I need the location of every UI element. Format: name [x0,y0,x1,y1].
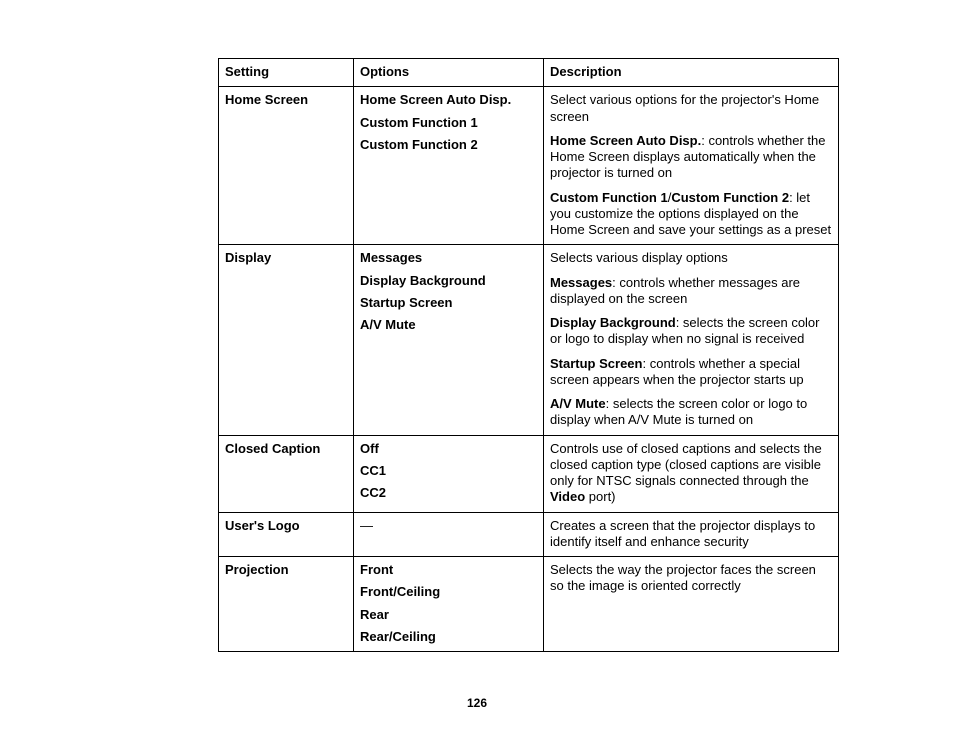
description-text: Creates a screen that the projector disp… [550,518,815,549]
description-text: Custom Function 2 [671,190,789,205]
description-block: A/V Mute: selects the screen color or lo… [550,396,832,429]
setting-cell: User's Logo [219,512,354,557]
description-text: Selects the way the projector faces the … [550,562,816,593]
setting-cell: Projection [219,557,354,652]
option-item: CC1 [360,463,537,479]
options-cell: Front Front/Ceiling Rear Rear/Ceiling [354,557,544,652]
options-cell: Messages Display Background Startup Screen… [354,245,544,435]
description-cell: Selects various display options Messages:… [544,245,839,435]
options-cell: Off CC1 CC2 [354,435,544,512]
option-item: Display Background [360,273,537,289]
description-block: Display Background: selects the screen c… [550,315,832,348]
description-text: port) [585,489,615,504]
description-cell: Select various options for the projector… [544,87,839,245]
description-block: Controls use of closed captions and sele… [550,441,832,506]
page-number: 126 [0,696,954,710]
description-block: Home Screen Auto Disp.: controls whether… [550,133,832,182]
col-header-description: Description [544,59,839,87]
description-block: Creates a screen that the projector disp… [550,518,832,551]
option-item: CC2 [360,485,537,501]
description-text: Select various options for the projector… [550,92,819,123]
col-header-setting: Setting [219,59,354,87]
description-cell: Controls use of closed captions and sele… [544,435,839,512]
option-item: A/V Mute [360,317,537,333]
description-text: Video [550,489,585,504]
settings-table: Setting Options Description Home ScreenH… [218,58,839,652]
option-item: Rear [360,607,537,623]
option-item: Custom Function 2 [360,137,537,153]
description-text: Startup Screen [550,356,642,371]
option-item: Messages [360,250,537,266]
description-text: Controls use of closed captions and sele… [550,441,822,489]
description-text: Home Screen Auto Disp. [550,133,701,148]
setting-cell: Home Screen [219,87,354,245]
setting-cell: Display [219,245,354,435]
option-item: Front [360,562,537,578]
option-item: Custom Function 1 [360,115,537,131]
option-item: Rear/Ceiling [360,629,537,645]
description-block: Selects the way the projector faces the … [550,562,832,595]
description-cell: Selects the way the projector faces the … [544,557,839,652]
description-block: Selects various display options [550,250,832,266]
description-text: Custom Function 1 [550,190,668,205]
description-text: A/V Mute [550,396,606,411]
option-item: Startup Screen [360,295,537,311]
setting-cell: Closed Caption [219,435,354,512]
col-header-options: Options [354,59,544,87]
description-text: Selects various display options [550,250,728,265]
option-item: Front/Ceiling [360,584,537,600]
table-row: Home Screen Home Screen Auto Disp. Custom … [219,87,839,245]
table-row: Projection Front Front/Ceiling Rear Rear/Cei… [219,557,839,652]
option-item: Home Screen Auto Disp. [360,92,537,108]
table-row: Closed Caption Off CC1 CC2 Controls use of c… [219,435,839,512]
table-row: Display Messages Display Background Startup… [219,245,839,435]
options-cell: Home Screen Auto Disp. Custom Function 1 C… [354,87,544,245]
document-page: Setting Options Description Home ScreenH… [0,0,954,738]
table-header-row: Setting Options Description [219,59,839,87]
options-cell: — [354,512,544,557]
description-text: Messages [550,275,612,290]
option-item: — [360,518,537,534]
option-item: Off [360,441,537,457]
table-row: User's Logo — Creates a screen that the pr… [219,512,839,557]
description-block: Messages: controls whether messages are … [550,275,832,308]
description-block: Select various options for the projector… [550,92,832,125]
description-text: Display Background [550,315,676,330]
description-cell: Creates a screen that the projector disp… [544,512,839,557]
description-block: Startup Screen: controls whether a speci… [550,356,832,389]
description-block: Custom Function 1/Custom Function 2: let… [550,190,832,239]
